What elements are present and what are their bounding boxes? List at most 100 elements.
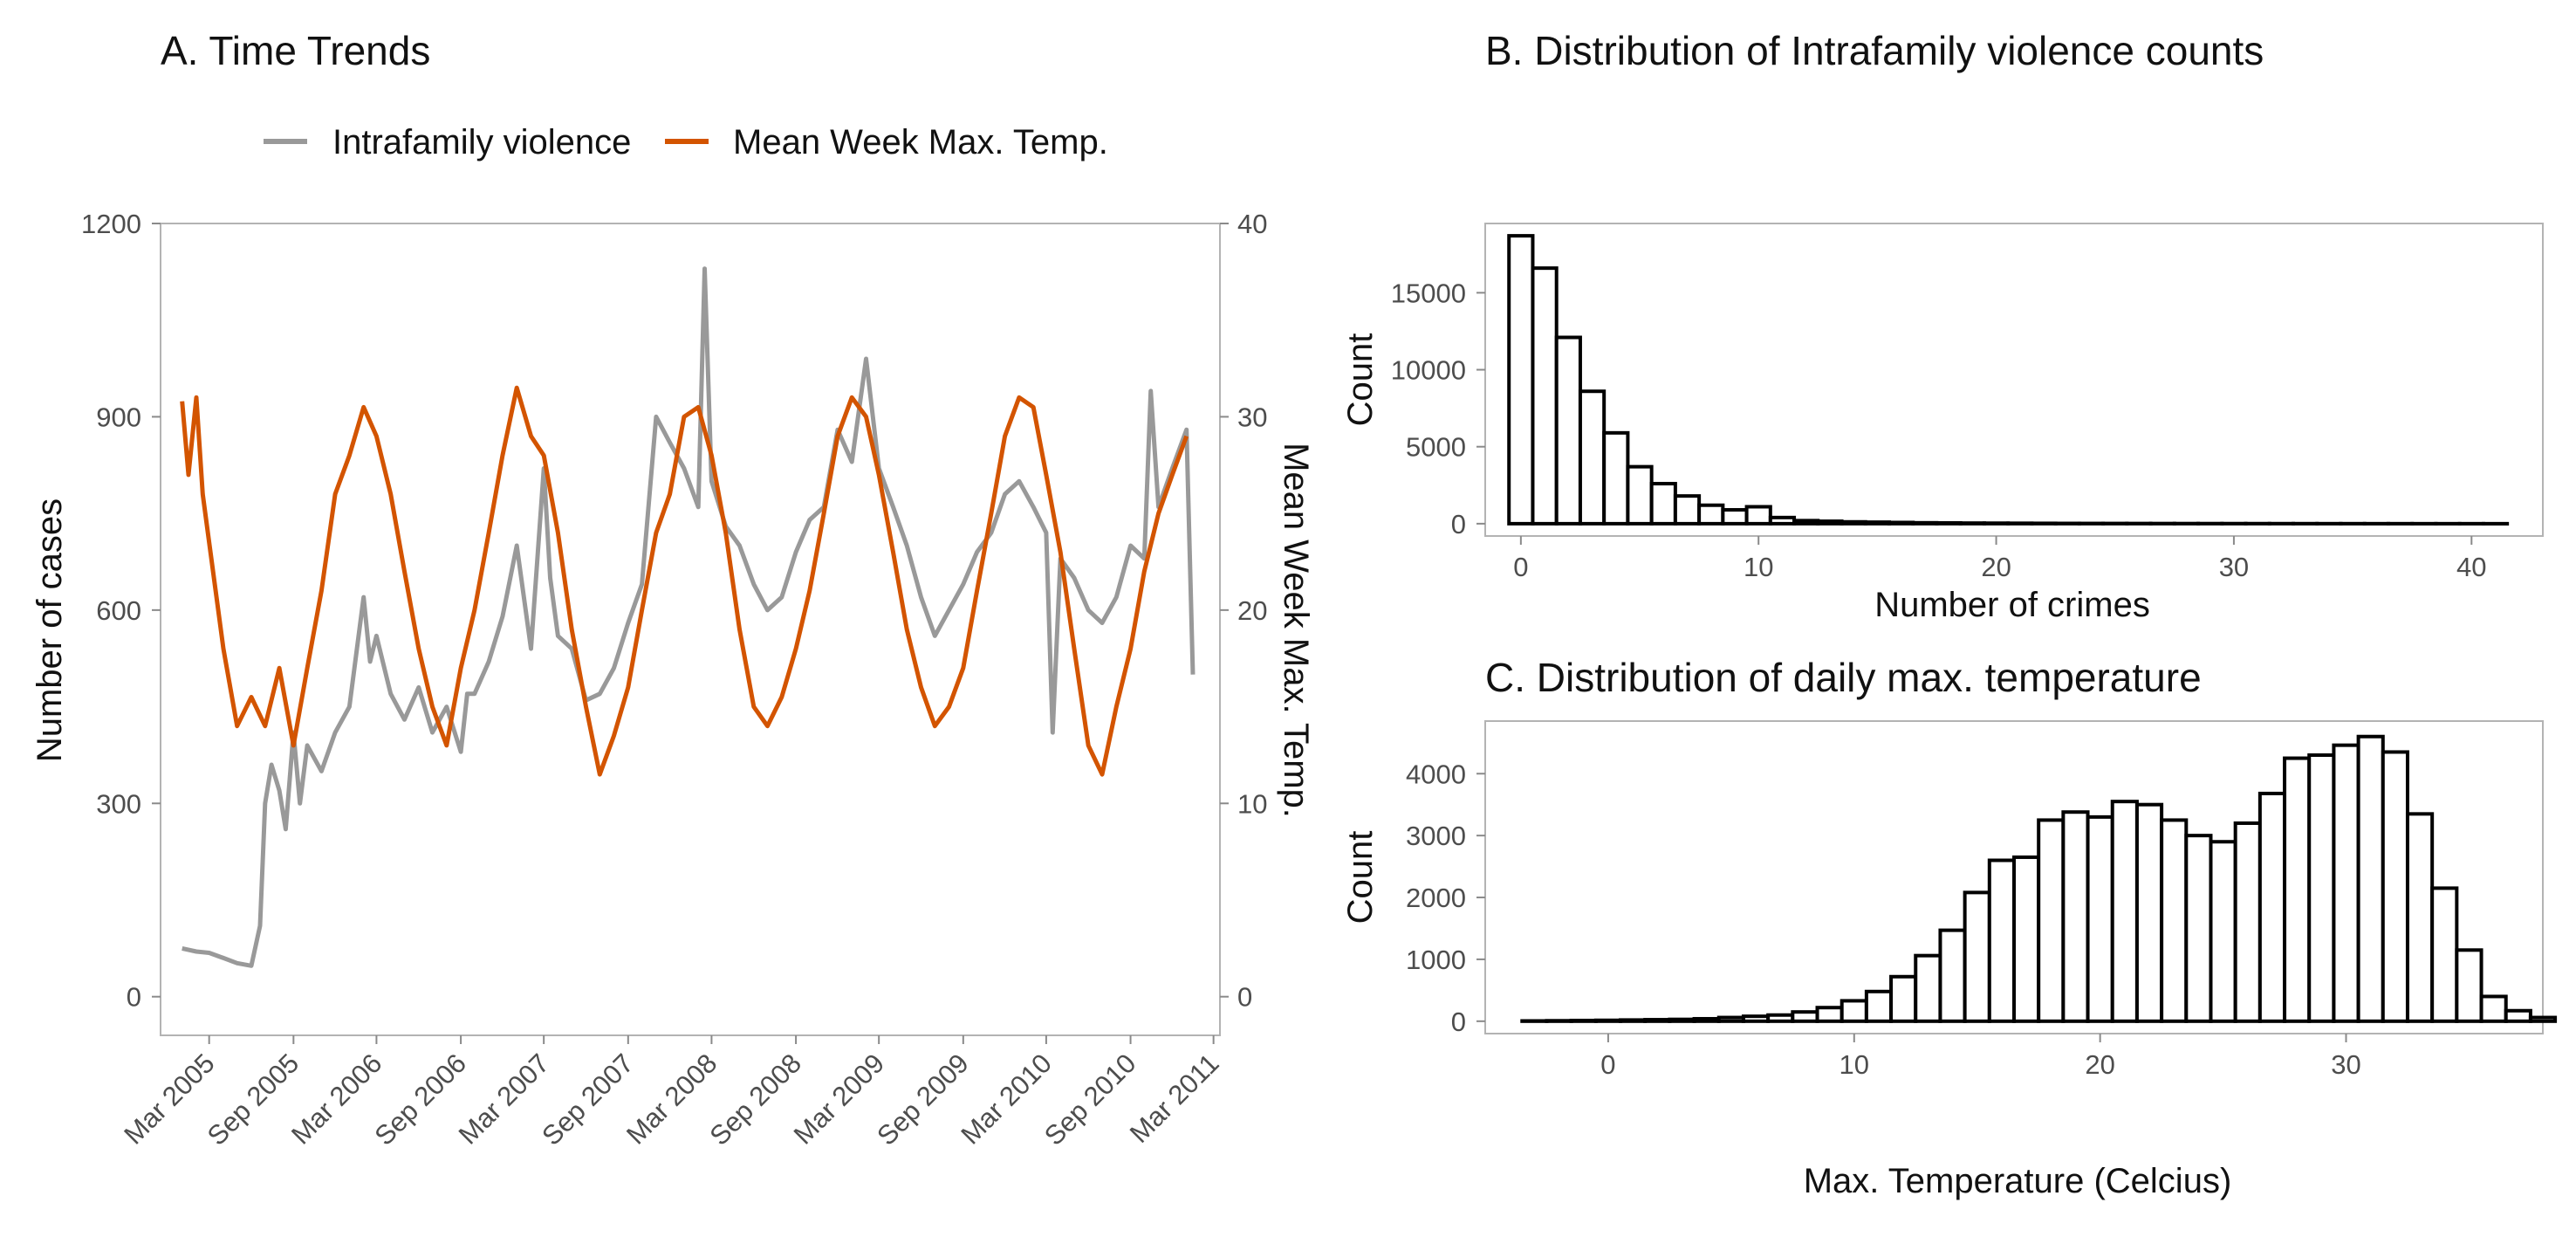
- histogram-bar: [2233, 821, 2262, 1023]
- histogram-bar: [1768, 515, 1797, 526]
- histogram-bar: [2012, 855, 2041, 1023]
- histogram-bar: [1554, 335, 1582, 526]
- histogram-bar: [1766, 1013, 1795, 1023]
- crime-count-plot-frame: [1484, 223, 2544, 537]
- x-axis-label: Number of crimes: [1874, 586, 2150, 624]
- y-tick-label: 5000: [1406, 432, 1466, 463]
- histogram-bar: [2283, 756, 2312, 1023]
- histogram-bar: [2479, 994, 2508, 1023]
- histogram-bar: [1721, 508, 1749, 526]
- x-tick-label: Sep 2005: [202, 1048, 305, 1151]
- histogram-bar: [1741, 1014, 1771, 1023]
- y-axis: 0 1000 2000 3000 4000: [1406, 759, 1485, 1037]
- x-axis: 0 10 20 30 40: [1513, 536, 2487, 582]
- histogram-bar: [1982, 521, 2011, 526]
- x-tick-label: 10: [1744, 552, 1773, 582]
- histogram-bars: [1507, 234, 2510, 526]
- x-tick-label: Sep 2009: [871, 1048, 975, 1151]
- x-tick-label: 30: [2219, 552, 2249, 582]
- histogram-bar: [2528, 1015, 2558, 1023]
- x-tick-label: Sep 2010: [1038, 1048, 1142, 1151]
- histogram-bar: [2110, 800, 2139, 1023]
- x-axis: 0 10 20 30: [1600, 1034, 2361, 1080]
- series-line-intrafamily-violence: [182, 266, 1196, 968]
- histogram-bar: [2006, 521, 2034, 526]
- y-tick-label: 10000: [1391, 355, 1466, 386]
- histogram-bar: [2307, 753, 2336, 1023]
- x-tick-label: 10: [1840, 1049, 1869, 1080]
- histogram-bar: [1887, 520, 1915, 526]
- right-y-axis: 0 10 20 30 40: [1220, 209, 1267, 1013]
- temperature-plot-frame: [1484, 720, 2544, 1034]
- x-tick-label: Mar 2010: [955, 1048, 1057, 1150]
- x-tick-label: Mar 2008: [620, 1048, 723, 1150]
- x-tick-label: Mar 2011: [1124, 1048, 1225, 1149]
- histogram-bar: [1958, 521, 1986, 526]
- x-tick-label: 30: [2331, 1049, 2360, 1080]
- histogram-bar: [1602, 430, 1630, 526]
- histogram-bar: [2381, 750, 2409, 1023]
- histogram-bar: [1963, 890, 1991, 1023]
- x-tick-label: Mar 2005: [118, 1048, 220, 1150]
- left-y-tick-label: 1200: [81, 209, 141, 239]
- histogram-bar: [1840, 999, 1868, 1023]
- histogram-bar: [2257, 791, 2287, 1023]
- histogram-bar: [2455, 948, 2484, 1023]
- histogram-bar: [2160, 818, 2189, 1023]
- histogram-bars: [1520, 734, 2558, 1023]
- left-y-tick-label: 0: [127, 982, 141, 1013]
- x-tick-label: Sep 2007: [536, 1048, 640, 1151]
- histogram-bar: [1792, 519, 1820, 526]
- legend-label-mean-week-max-temp: Mean Week Max. Temp.: [733, 123, 1108, 161]
- left-y-tick-label: 900: [96, 402, 141, 432]
- right-y-tick-label: 0: [1237, 982, 1252, 1013]
- histogram-bar: [1935, 521, 1963, 526]
- x-axis-label: Max. Temperature (Celcius): [1804, 1162, 2232, 1200]
- histogram-bar: [1840, 519, 1867, 526]
- time-trends-title: A. Time Trends: [161, 28, 430, 73]
- histogram-bar: [1987, 858, 2017, 1023]
- x-tick-label: Sep 2006: [368, 1048, 472, 1151]
- legend-label-intrafamily-violence: Intrafamily violence: [332, 123, 631, 161]
- x-tick-label: Mar 2006: [285, 1048, 387, 1150]
- histogram-bar: [2184, 834, 2213, 1023]
- right-y-tick-label: 10: [1237, 788, 1267, 819]
- x-tick-label: 40: [2456, 552, 2486, 582]
- histogram-bar: [1864, 989, 1894, 1023]
- crime-count-histogram-panel: B. Distribution of Intrafamily violence …: [1341, 28, 2544, 624]
- histogram-bar: [1673, 494, 1702, 526]
- series-lines: [180, 266, 1196, 968]
- series-line-mean-week-max-temp: [180, 385, 1189, 777]
- histogram-bar: [1578, 389, 1607, 526]
- time-trends-panel: A. Time Trends Intrafamily violence Mean…: [31, 28, 1315, 1151]
- histogram-bar: [1816, 519, 1844, 526]
- temperature-histogram-title: C. Distribution of daily max. temperatur…: [1485, 655, 2202, 700]
- x-tick-label: 0: [1600, 1049, 1615, 1080]
- histogram-bar: [2086, 814, 2114, 1023]
- y-tick-label: 0: [1451, 509, 1466, 539]
- y-axis-label: Count: [1341, 831, 1380, 924]
- histogram-bar: [2332, 743, 2360, 1023]
- x-tick-label: Sep 2008: [703, 1048, 807, 1151]
- crime-count-histogram-title: B. Distribution of Intrafamily violence …: [1485, 28, 2264, 73]
- histogram-bar: [2504, 1008, 2532, 1023]
- histogram-bar: [1744, 505, 1772, 526]
- y-axis-label: Count: [1341, 333, 1380, 427]
- y-tick-label: 2000: [1406, 883, 1466, 913]
- legend: Intrafamily violence Mean Week Max. Temp…: [264, 123, 1108, 161]
- histogram-bar: [1716, 1015, 1745, 1023]
- left-y-tick-label: 600: [96, 595, 141, 626]
- histogram-bar: [1649, 482, 1677, 526]
- histogram-bar: [1791, 1010, 1819, 1023]
- right-y-axis-label: Mean Week Max. Temp.: [1277, 443, 1315, 818]
- x-tick-label: Mar 2009: [788, 1048, 890, 1150]
- histogram-bar: [2356, 734, 2385, 1023]
- x-tick-label: 20: [1981, 552, 2011, 582]
- histogram-bar: [1619, 1018, 1648, 1023]
- histogram-bar: [1643, 1018, 1672, 1023]
- histogram-bar: [2134, 802, 2164, 1023]
- time-trends-plot-frame: [160, 223, 1221, 1036]
- histogram-bar: [1697, 503, 1725, 526]
- histogram-bar: [1507, 234, 1535, 526]
